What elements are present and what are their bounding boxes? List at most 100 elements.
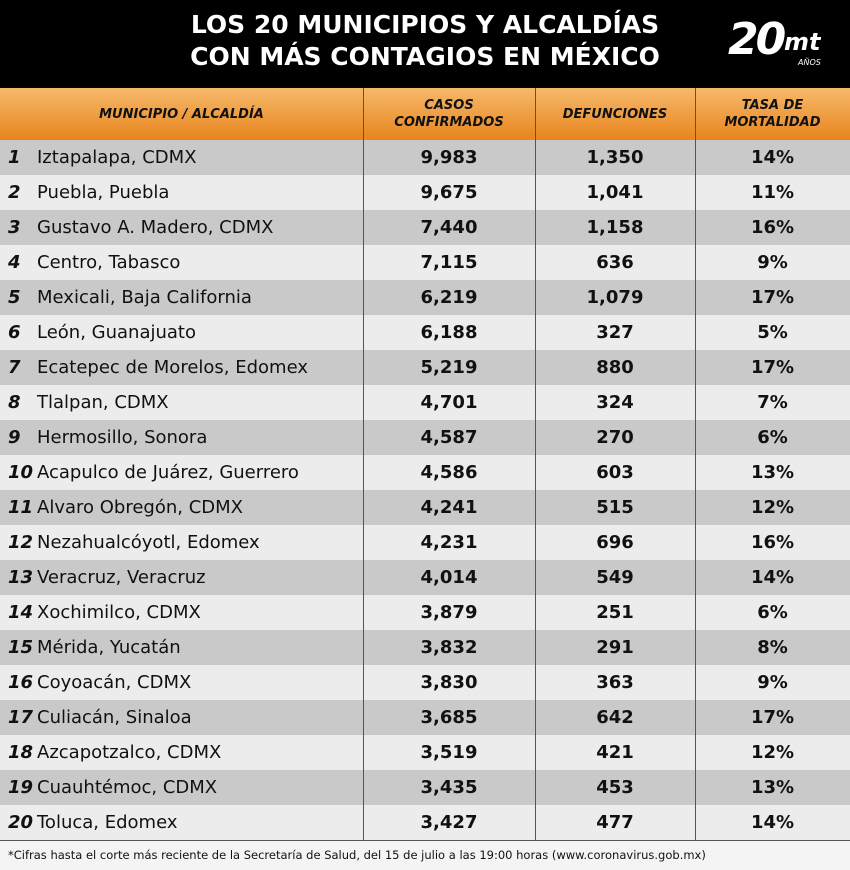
column-title: TASA DE MORTALIDAD	[695, 88, 850, 140]
municipality-cell: Nezahualcóyotl, Edomex	[37, 532, 260, 553]
logo-sub: AÑOS	[798, 58, 821, 67]
mortality-rate-cell: 13%	[750, 777, 795, 798]
column-header: MUNICIPIO / ALCALDÍA CASOS CONFIRMADOS DE…	[0, 88, 850, 140]
confirmed-cases-cell: 4,701	[420, 392, 478, 413]
mortality-rate-cell: 6%	[757, 427, 788, 448]
rank-cell: 9	[8, 427, 21, 448]
deaths-cell: 1,041	[586, 182, 644, 203]
mortality-rate-cell: 7%	[757, 392, 788, 413]
table-row: 14 Xochimilco, CDMX 3,879 251 6%	[0, 595, 850, 630]
rank-cell: 4	[8, 252, 21, 273]
deaths-cell: 880	[596, 357, 634, 378]
mortality-rate-cell: 17%	[750, 357, 795, 378]
mortality-rate-cell: 16%	[750, 217, 795, 238]
rank-cell: 16	[8, 672, 34, 693]
confirmed-cases-cell: 6,188	[420, 322, 478, 343]
rank-cell: 17	[8, 707, 34, 728]
mortality-rate-cell: 9%	[757, 252, 788, 273]
deaths-cell: 291	[596, 637, 634, 658]
column-title-line: MORTALIDAD	[724, 115, 821, 130]
mortality-rate-cell: 6%	[757, 602, 788, 623]
deaths-cell: 324	[596, 392, 634, 413]
header: LOS 20 MUNICIPIOS Y ALCALDÍAS CON MÁS CO…	[0, 0, 850, 88]
table-row: 19 Cuauhtémoc, CDMX 3,435 453 13%	[0, 770, 850, 805]
rank-cell: 7	[8, 357, 21, 378]
confirmed-cases-cell: 4,587	[420, 427, 478, 448]
table-row: 17 Culiacán, Sinaloa 3,685 642 17%	[0, 700, 850, 735]
column-separator	[363, 88, 364, 840]
table-row: 8 Tlalpan, CDMX 4,701 324 7%	[0, 385, 850, 420]
footnote: *Cifras hasta el corte más reciente de l…	[8, 848, 706, 862]
mortality-rate-cell: 17%	[750, 287, 795, 308]
municipality-cell: Acapulco de Juárez, Guerrero	[37, 462, 299, 483]
logo: 20 mt AÑOS	[728, 14, 838, 76]
column-title-line: CASOS	[424, 98, 474, 113]
table-row: 15 Mérida, Yucatán 3,832 291 8%	[0, 630, 850, 665]
confirmed-cases-cell: 3,832	[420, 637, 478, 658]
column-separator	[535, 88, 536, 840]
confirmed-cases-cell: 7,440	[420, 217, 478, 238]
table-row: 2 Puebla, Puebla 9,675 1,041 11%	[0, 175, 850, 210]
mortality-rate-cell: 12%	[750, 497, 795, 518]
municipality-cell: Veracruz, Veracruz	[37, 567, 206, 588]
municipality-cell: Alvaro Obregón, CDMX	[37, 497, 243, 518]
table-row: 4 Centro, Tabasco 7,115 636 9%	[0, 245, 850, 280]
municipality-cell: Azcapotzalco, CDMX	[37, 742, 222, 763]
municipality-cell: Cuauhtémoc, CDMX	[37, 777, 218, 798]
confirmed-cases-cell: 9,675	[420, 182, 478, 203]
mortality-rate-cell: 9%	[757, 672, 788, 693]
table-row: 10 Acapulco de Juárez, Guerrero 4,586 603 13…	[0, 455, 850, 490]
deaths-cell: 477	[596, 812, 634, 833]
table-row: 1 Iztapalapa, CDMX 9,983 1,350 14%	[0, 140, 850, 175]
table-row: 11 Alvaro Obregón, CDMX 4,241 515 12%	[0, 490, 850, 525]
rank-cell: 18	[8, 742, 34, 763]
rank-cell: 3	[8, 217, 21, 238]
rank-cell: 15	[8, 637, 34, 658]
mortality-rate-cell: 16%	[750, 532, 795, 553]
table-row: 13 Veracruz, Veracruz 4,014 549 14%	[0, 560, 850, 595]
mortality-rate-cell: 14%	[750, 812, 795, 833]
table-row: 16 Coyoacán, CDMX 3,830 363 9%	[0, 665, 850, 700]
confirmed-cases-cell: 3,519	[420, 742, 478, 763]
deaths-cell: 549	[596, 567, 634, 588]
municipality-cell: Centro, Tabasco	[37, 252, 181, 273]
mortality-rate-cell: 12%	[750, 742, 795, 763]
title-line: CON MÁS CONTAGIOS EN MÉXICO	[190, 42, 660, 71]
municipality-cell: Tlalpan, CDMX	[37, 392, 169, 413]
municipality-cell: Mérida, Yucatán	[37, 637, 181, 658]
confirmed-cases-cell: 7,115	[420, 252, 478, 273]
rank-cell: 5	[8, 287, 21, 308]
logo-brand: mt	[784, 28, 821, 56]
mortality-rate-cell: 17%	[750, 707, 795, 728]
municipality-cell: Coyoacán, CDMX	[37, 672, 192, 693]
municipality-cell: Gustavo A. Madero, CDMX	[37, 217, 274, 238]
table-row: 12 Nezahualcóyotl, Edomex 4,231 696 16%	[0, 525, 850, 560]
confirmed-cases-cell: 4,586	[420, 462, 478, 483]
municipality-cell: León, Guanajuato	[37, 322, 196, 343]
column-separator	[695, 88, 696, 840]
rank-cell: 19	[8, 777, 34, 798]
deaths-cell: 642	[596, 707, 634, 728]
municipality-cell: Mexicali, Baja California	[37, 287, 252, 308]
municipality-cell: Puebla, Puebla	[37, 182, 170, 203]
table-row: 9 Hermosillo, Sonora 4,587 270 6%	[0, 420, 850, 455]
column-title: MUNICIPIO / ALCALDÍA	[99, 106, 264, 122]
deaths-cell: 453	[596, 777, 634, 798]
rank-cell: 6	[8, 322, 21, 343]
deaths-cell: 1,079	[586, 287, 644, 308]
rank-cell: 1	[8, 147, 21, 168]
deaths-cell: 327	[596, 322, 634, 343]
logo-number: 20	[728, 14, 786, 65]
municipality-cell: Iztapalapa, CDMX	[37, 147, 197, 168]
confirmed-cases-cell: 3,427	[420, 812, 478, 833]
mortality-rate-cell: 11%	[750, 182, 795, 203]
mortality-rate-cell: 14%	[750, 567, 795, 588]
municipality-cell: Ecatepec de Morelos, Edomex	[37, 357, 308, 378]
rank-cell: 20	[8, 812, 34, 833]
municipality-cell: Hermosillo, Sonora	[37, 427, 208, 448]
deaths-cell: 1,350	[586, 147, 644, 168]
deaths-cell: 363	[596, 672, 634, 693]
deaths-cell: 696	[596, 532, 634, 553]
confirmed-cases-cell: 5,219	[420, 357, 478, 378]
table-row: 7 Ecatepec de Morelos, Edomex 5,219 880 17%	[0, 350, 850, 385]
